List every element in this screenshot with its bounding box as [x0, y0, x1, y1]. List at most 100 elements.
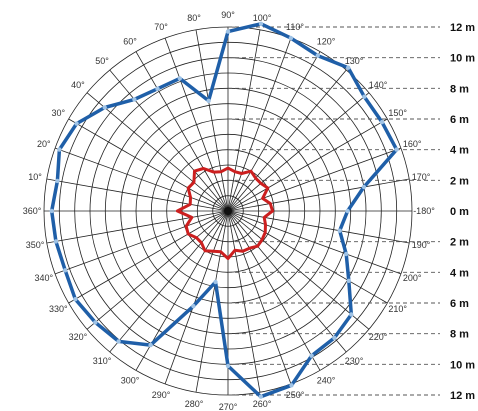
data-point	[349, 312, 354, 317]
grid-spoke	[227, 210, 347, 353]
angle-label: 50°	[95, 56, 109, 66]
data-point	[258, 21, 264, 26]
angle-label: 110°	[286, 22, 304, 32]
grid-spoke	[227, 92, 370, 212]
data-point	[346, 65, 351, 70]
data-point	[362, 94, 367, 99]
data-point	[53, 239, 59, 244]
range-label: 4 m	[450, 267, 469, 279]
grid-spoke	[227, 210, 370, 330]
angle-label: 300°	[121, 376, 140, 386]
grid-spoke	[86, 92, 229, 212]
data-point	[116, 339, 121, 344]
range-label: 8 m	[450, 329, 469, 341]
data-point	[148, 342, 153, 348]
angle-label: 150°	[388, 108, 407, 118]
range-label: 12 m	[450, 22, 475, 34]
angle-label: 360°	[23, 206, 42, 216]
grid-spoke	[54, 210, 229, 275]
data-point	[93, 320, 98, 325]
data-point	[132, 97, 137, 102]
data-point	[191, 303, 196, 309]
angle-label: 40°	[71, 80, 85, 90]
data-point	[73, 297, 78, 302]
angle-label: -180°	[413, 206, 435, 216]
angle-label: 350°	[26, 240, 45, 250]
grid-spoke	[109, 69, 229, 212]
angle-label: 290°	[152, 390, 171, 400]
angle-label: 90°	[221, 10, 235, 20]
data-point	[57, 147, 62, 152]
data-point	[206, 98, 211, 104]
grid-spoke	[86, 210, 229, 330]
grid-spoke	[227, 210, 321, 371]
grid-spoke	[46, 178, 229, 212]
angle-label: 190°	[412, 240, 431, 250]
data-point	[315, 53, 320, 58]
angle-labels: 360° 10° 20° 30° 40° 50° 60° 70° 80° 90° 100° 110° 1…	[23, 10, 436, 411]
data-point	[177, 76, 182, 81]
data-point	[225, 29, 231, 34]
data-point	[74, 121, 79, 126]
range-label: 2 m	[450, 175, 469, 187]
grid-spoke	[227, 210, 261, 393]
angle-label: 70°	[154, 22, 168, 32]
grid-spoke	[164, 210, 229, 385]
angle-label: 60°	[123, 36, 137, 46]
data-point	[55, 178, 60, 184]
angle-label: 120°	[317, 36, 336, 46]
grid-spoke	[227, 178, 410, 212]
data-point	[225, 363, 231, 369]
data-point	[102, 105, 107, 110]
data-point	[258, 394, 263, 399]
data-point	[289, 383, 294, 388]
angle-label: 140°	[369, 80, 388, 90]
grid-spoke	[164, 37, 229, 212]
grid-spoke	[68, 210, 229, 304]
data-point	[62, 268, 68, 273]
grid-spoke	[227, 210, 410, 244]
angle-label: 340°	[34, 273, 53, 283]
center-hub	[224, 207, 232, 215]
angle-label: 130°	[345, 56, 364, 66]
range-label: 6 m	[450, 114, 469, 126]
data-point	[155, 86, 160, 92]
grid-spoke	[195, 29, 229, 212]
range-label: 0 m	[450, 206, 469, 218]
range-label: 6 m	[450, 298, 469, 310]
range-labels: 12 m 10 m 8 m 6 m 4 m 2 m 0 m 2 m 4 m 6 m 8 m 10 m 1…	[450, 22, 475, 402]
angle-label: 160°	[403, 139, 422, 149]
grid-spoke	[227, 29, 261, 212]
angle-label: 310°	[93, 356, 112, 366]
angle-label: 200°	[403, 273, 422, 283]
range-label: 10 m	[450, 53, 475, 65]
series-layer	[49, 21, 399, 399]
angle-label: 220°	[369, 332, 388, 342]
angle-label: 270°	[219, 402, 238, 411]
angle-label: 80°	[187, 13, 201, 23]
data-point	[394, 147, 399, 152]
grid-spoke	[227, 37, 292, 212]
data-point	[337, 228, 342, 233]
angle-label: 10°	[28, 172, 42, 182]
grid-spoke	[46, 210, 229, 244]
angle-label: 30°	[51, 108, 65, 118]
angle-label: 240°	[317, 376, 336, 386]
grid-spoke	[195, 210, 229, 393]
range-label: 2 m	[450, 237, 469, 249]
grid-spoke	[227, 118, 388, 212]
angle-label: 100°	[253, 13, 272, 23]
data-point	[49, 208, 54, 214]
grid-spoke	[54, 147, 229, 212]
grid-spoke	[227, 210, 402, 275]
range-label: 12 m	[450, 390, 475, 402]
angle-label: 20°	[37, 139, 51, 149]
range-label: 4 m	[450, 145, 469, 157]
angle-label: 170°	[412, 172, 431, 182]
angle-label: 210°	[388, 304, 407, 314]
angle-label: 330°	[49, 304, 68, 314]
angle-label: 250°	[286, 390, 305, 400]
angle-label: 280°	[185, 399, 204, 409]
grid-spoke	[227, 210, 388, 304]
grid-spoke	[109, 210, 229, 353]
